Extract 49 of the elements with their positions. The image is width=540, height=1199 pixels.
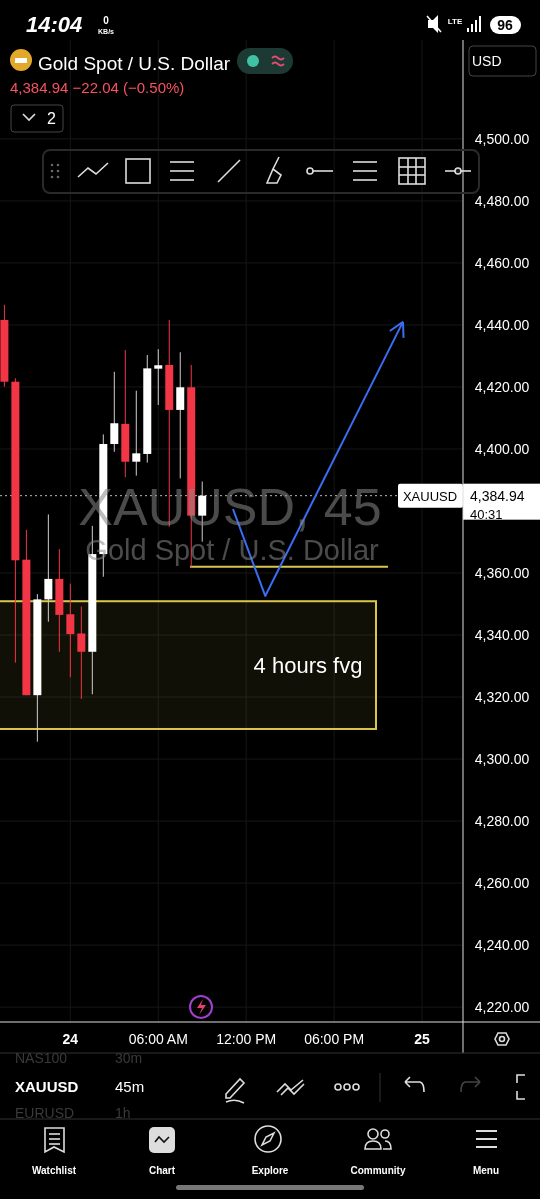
text: 0 xyxy=(103,15,110,26)
text: Explore xyxy=(251,1165,289,1176)
text: Watchlist xyxy=(31,1165,77,1176)
ref-line-label: XAUUSD xyxy=(402,488,458,504)
text: 4,384.94 −22.04 (−0.50%) xyxy=(10,79,185,96)
text: XAUUSD xyxy=(15,1078,79,1095)
text: 14:04 xyxy=(26,12,83,37)
text: 96 xyxy=(497,17,513,33)
x-tick-label: 06:00 PM xyxy=(304,1031,365,1047)
y-tick-label: 4,360.00 xyxy=(474,565,530,582)
y-tick-label: 4,480.00 xyxy=(474,192,530,209)
y-tick-label: 4,400.00 xyxy=(474,440,530,457)
annotation: 40:31 xyxy=(470,507,503,522)
y-tick-label: 4,440.00 xyxy=(474,316,530,333)
text: Community xyxy=(350,1165,406,1176)
candlestick xyxy=(66,583,75,678)
text: Gold Spot / U.S. Dollar xyxy=(38,53,231,74)
annotation: 4,384.94 xyxy=(470,487,525,504)
annotation: USD xyxy=(472,53,502,69)
y-tick-label: 4,340.00 xyxy=(474,627,530,644)
annotation: 2 xyxy=(47,110,56,127)
candlestick xyxy=(132,390,141,477)
text: EURUSD xyxy=(15,1105,75,1121)
text: NAS100 xyxy=(15,1050,68,1066)
text: LTE xyxy=(447,17,463,26)
x-tick-label: 06:00 AM xyxy=(128,1031,188,1047)
band-label: 4 hours fvg xyxy=(253,653,363,679)
x-tick-label: 24 xyxy=(62,1031,79,1047)
candlestick xyxy=(77,606,86,700)
y-tick-label: 4,300.00 xyxy=(474,751,530,768)
y-tick-label: 4,500.00 xyxy=(474,130,530,147)
text: 45m xyxy=(115,1078,145,1095)
candlestick xyxy=(44,513,53,623)
candlestick xyxy=(154,348,163,406)
y-tick-label: 4,460.00 xyxy=(474,254,530,271)
text: 1h xyxy=(115,1105,131,1121)
y-tick-label: 4,240.00 xyxy=(474,937,530,954)
x-tick-label: 25 xyxy=(414,1031,431,1047)
candlestick xyxy=(110,371,119,453)
text: Menu xyxy=(472,1165,500,1176)
y-tick-label: 4,280.00 xyxy=(474,813,530,830)
text: Chart xyxy=(148,1165,176,1176)
text: 30m xyxy=(115,1050,143,1066)
x-tick-label: 12:00 PM xyxy=(216,1031,277,1047)
y-tick-label: 4,320.00 xyxy=(474,689,530,706)
y-tick-label: 4,260.00 xyxy=(474,875,530,892)
y-tick-label: 4,220.00 xyxy=(474,999,530,1016)
candlestick xyxy=(176,351,185,479)
y-tick-label: 4,420.00 xyxy=(474,378,530,395)
